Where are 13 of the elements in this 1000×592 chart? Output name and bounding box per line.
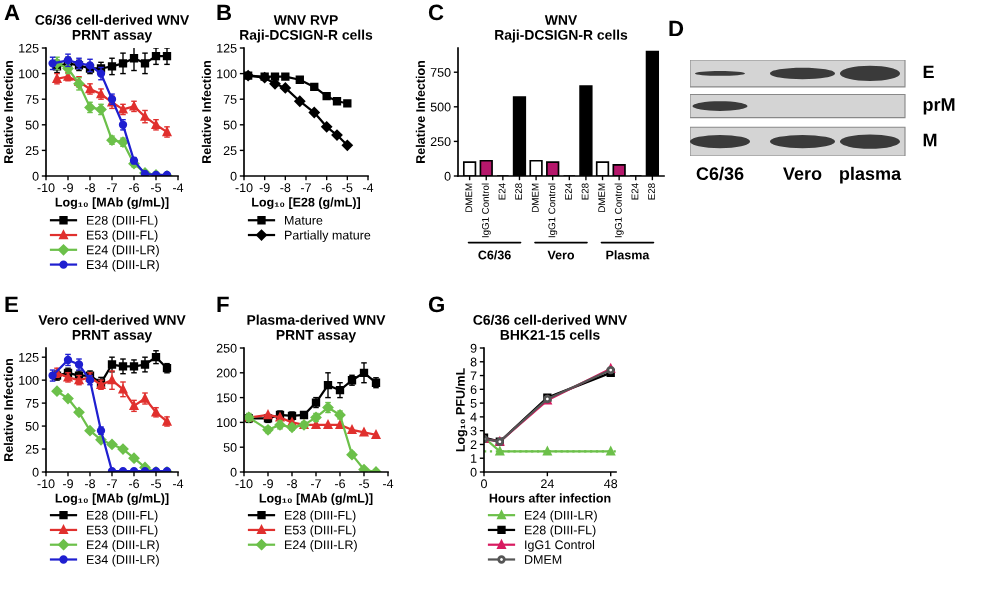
text: F <box>217 296 229 313</box>
text: E <box>5 296 18 313</box>
text: C6/36 <box>696 166 744 181</box>
text: Vero <box>783 167 822 181</box>
text: D <box>669 20 684 37</box>
text: B <box>217 4 232 21</box>
text: G <box>428 296 444 313</box>
text: plasma <box>840 166 902 184</box>
text: A <box>4 4 20 21</box>
text: M <box>923 133 937 147</box>
text: E <box>923 65 934 79</box>
text: C <box>428 4 444 21</box>
text: prM <box>923 98 955 115</box>
